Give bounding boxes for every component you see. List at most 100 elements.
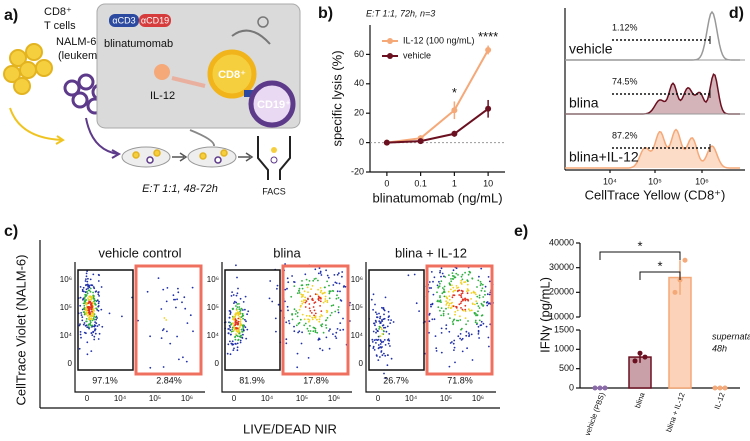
flow-event [337, 297, 340, 299]
flow-event [466, 298, 469, 301]
flow-event [318, 318, 321, 321]
flow-event [82, 323, 85, 326]
flow-event [301, 302, 304, 305]
flow-event [237, 287, 239, 290]
flow-event [242, 324, 245, 327]
flow-event [466, 292, 469, 295]
flow-event [418, 310, 420, 312]
flow-event [383, 326, 385, 329]
flow-event [298, 287, 301, 290]
flow-event [293, 330, 296, 333]
flow-event [456, 287, 458, 289]
flow-event [303, 290, 306, 293]
arrow [231, 29, 271, 45]
flow-event [87, 318, 90, 320]
histogram [565, 128, 740, 169]
flow-event [238, 328, 240, 331]
flow-event [446, 297, 449, 300]
y-tick-label: 10⁴ [351, 331, 364, 340]
flow-event [449, 342, 452, 344]
flow-event [88, 286, 91, 289]
flow-event [438, 280, 440, 283]
flow-event [330, 311, 333, 314]
flow-event [301, 331, 303, 334]
flow-event [239, 309, 242, 312]
cell [220, 149, 228, 157]
x-tick-label: 0.1 [414, 178, 427, 188]
flow-event [317, 279, 319, 282]
legend-marker [387, 38, 393, 44]
flow-event [315, 277, 317, 280]
flow-event [318, 320, 321, 323]
flow-event [235, 264, 237, 267]
y-tick-label: 0 [215, 359, 220, 368]
flow-event [79, 304, 82, 307]
flow-event [94, 316, 97, 319]
cell [25, 43, 43, 61]
flow-event [300, 300, 303, 303]
flow-event [93, 300, 95, 303]
flow-event [349, 301, 351, 304]
flow-event [296, 315, 299, 318]
flow-event [78, 347, 81, 350]
flow-event [228, 328, 230, 330]
flow-event [344, 285, 347, 288]
flow-event [240, 316, 243, 318]
flow-event [387, 342, 390, 345]
flow-event [230, 333, 232, 336]
flow-event [373, 322, 376, 325]
flow-event [461, 298, 464, 301]
flow-event [381, 324, 384, 327]
flow-event [457, 319, 460, 322]
cell [199, 152, 207, 160]
flow-event [479, 284, 482, 287]
panel-label: a) [4, 7, 18, 24]
flow-event [379, 339, 382, 341]
flow-event [313, 309, 316, 312]
flow-event [383, 309, 386, 312]
flow-event [481, 283, 484, 286]
flow-event [81, 319, 84, 322]
flow-event [319, 305, 321, 307]
gate-percent: 2.84% [156, 375, 182, 385]
flow-event [89, 321, 92, 324]
flow-event [478, 307, 481, 309]
flow-event [451, 321, 454, 323]
flow-event [108, 312, 111, 315]
flow-event [388, 339, 391, 342]
flow-event [383, 339, 386, 341]
flow-event [312, 326, 315, 329]
flow-event [457, 274, 459, 276]
flow-event [308, 303, 311, 305]
flow-event [173, 298, 175, 301]
flow-event [242, 327, 245, 329]
flow-event [98, 300, 100, 303]
flow-event [302, 301, 305, 303]
t-cells [3, 43, 53, 95]
flow-event [484, 293, 486, 296]
flow-event [375, 328, 378, 330]
flow-event [468, 334, 471, 336]
flow-event [229, 326, 232, 328]
flow-event [381, 306, 383, 309]
flow-event [407, 274, 410, 277]
flow-event [235, 333, 237, 336]
flow-event [176, 335, 179, 338]
flow-event [157, 277, 160, 279]
y-tick-label: 60 [354, 49, 364, 59]
flow-event [428, 287, 431, 289]
cell [63, 79, 81, 97]
legend-marker [387, 53, 393, 59]
flow-event [428, 281, 431, 283]
y-axis-label: CellTrace Violet (NALM-6) [13, 255, 28, 406]
x-tick-label: 10⁶ [328, 394, 340, 403]
x-tick-label: 0 [85, 394, 90, 403]
flow-event [441, 287, 444, 289]
flow-event [332, 333, 334, 335]
flow-event [453, 318, 456, 321]
flow-event [379, 356, 381, 358]
flow-event [464, 308, 467, 311]
flow-event [309, 295, 312, 298]
flow-event [304, 301, 307, 304]
flow-event [385, 330, 388, 333]
